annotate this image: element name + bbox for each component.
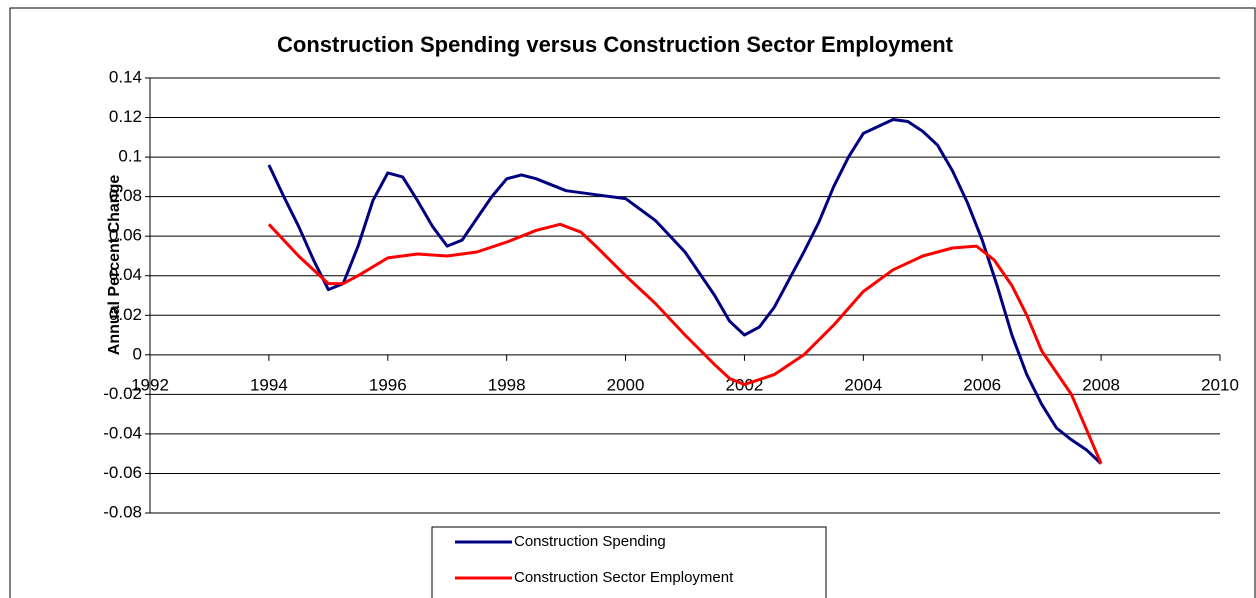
x-tick-label: 2000 — [607, 375, 645, 394]
x-tick-label: 1998 — [488, 375, 526, 394]
x-tick-label: 1994 — [250, 375, 288, 394]
x-tick-label: 1996 — [369, 375, 407, 394]
y-tick-label: -0.02 — [103, 384, 142, 403]
y-tick-label: 0.14 — [109, 67, 142, 86]
x-tick-label: 2008 — [1082, 375, 1120, 394]
series-line — [267, 222, 1103, 465]
y-tick-label: 0 — [133, 344, 142, 363]
y-tick-label: 0.1 — [118, 147, 142, 166]
x-tick-label: 2004 — [844, 375, 882, 394]
x-tick-label: 2006 — [963, 375, 1001, 394]
y-tick-label: 0.02 — [109, 305, 142, 324]
y-tick-label: -0.06 — [103, 463, 142, 482]
legend-label: Construction Spending — [514, 533, 666, 550]
x-tick-label: 1992 — [131, 375, 169, 394]
y-tick-label: -0.08 — [103, 502, 142, 521]
legend-label: Construction Sector Employment — [514, 569, 734, 586]
y-axis-label: Annual Percent Change — [106, 175, 123, 356]
series-line — [267, 118, 1103, 465]
y-tick-label: 0.04 — [109, 265, 142, 284]
legend — [431, 526, 827, 598]
chart-frame — [9, 7, 1256, 598]
y-tick-label: 0.12 — [109, 107, 142, 126]
chart-title: Construction Spending versus Constructio… — [277, 32, 954, 57]
y-tick-label: 0.08 — [109, 186, 142, 205]
y-tick-label: -0.04 — [103, 423, 142, 442]
y-tick-label: 0.06 — [109, 226, 142, 245]
x-tick-label: 2010 — [1201, 375, 1239, 394]
